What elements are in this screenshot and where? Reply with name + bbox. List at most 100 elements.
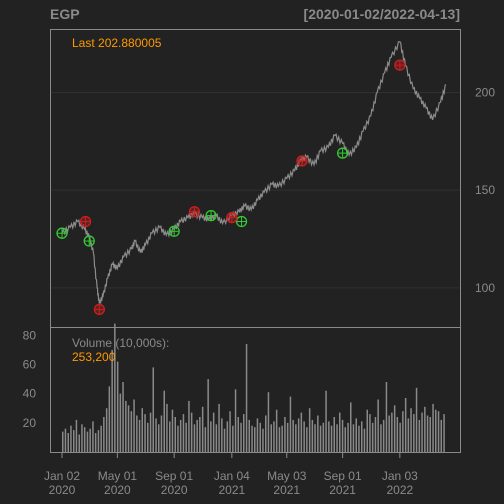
date-tick-label: Sep 01 xyxy=(155,469,193,483)
volume-bar xyxy=(270,424,272,452)
date-tick-year: 2021 xyxy=(273,483,300,497)
volume-bar xyxy=(97,430,100,452)
volume-last-value: 253,200 xyxy=(72,350,116,364)
volume-tick-label: 80 xyxy=(23,328,37,342)
volume-bar xyxy=(366,409,368,452)
volume-bar xyxy=(190,412,193,452)
volume-bar xyxy=(421,412,423,452)
volume-bar xyxy=(265,415,267,452)
volume-bar xyxy=(163,390,165,452)
volume-bar xyxy=(185,422,187,452)
volume-bar xyxy=(410,408,412,452)
volume-bar xyxy=(114,323,116,452)
volume-bar xyxy=(363,428,366,452)
volume-bar xyxy=(207,379,209,452)
volume-bar xyxy=(237,417,239,452)
volume-bar xyxy=(119,393,122,452)
volume-bar xyxy=(292,419,294,452)
volume-bar xyxy=(204,427,207,452)
volume-bar xyxy=(267,392,270,452)
volume-bar xyxy=(171,409,174,452)
date-tick-label: May 01 xyxy=(98,469,138,483)
volume-bar xyxy=(256,418,259,452)
volume-bar xyxy=(92,421,94,452)
volume-bar xyxy=(369,414,371,452)
volume-bar xyxy=(133,399,135,452)
date-tick-year: 2020 xyxy=(104,483,131,497)
volume-bar xyxy=(155,418,157,452)
volume-bar xyxy=(149,412,152,452)
volume-bar xyxy=(215,424,218,452)
volume-bar xyxy=(166,403,168,452)
volume-bar xyxy=(130,411,133,452)
volume-bar xyxy=(325,390,327,452)
volume-bar xyxy=(83,427,86,452)
sell-marker xyxy=(93,303,106,316)
volume-bar xyxy=(380,424,382,452)
volume-bar xyxy=(136,415,138,452)
volume-bar xyxy=(122,382,124,452)
volume-bar xyxy=(402,411,404,452)
price-tick-label: 150 xyxy=(475,183,495,197)
volume-bar xyxy=(81,424,83,452)
volume-bar xyxy=(443,414,445,452)
price-line xyxy=(61,41,447,304)
volume-bar xyxy=(199,417,201,452)
volume-bar xyxy=(432,403,434,452)
volume-bar xyxy=(223,428,226,452)
date-tick-label: May 03 xyxy=(267,469,307,483)
volume-bar xyxy=(218,403,220,452)
volume-bar xyxy=(259,422,261,452)
volume-bar xyxy=(100,425,102,452)
volume-bar xyxy=(352,424,355,452)
buy-marker xyxy=(168,225,180,237)
volume-bar xyxy=(308,408,311,452)
volume-bar xyxy=(385,382,388,452)
volume-bar xyxy=(399,422,401,452)
volume-tick-label: 40 xyxy=(23,387,37,401)
volume-axis-ticks: 20 40 60 80 xyxy=(23,328,37,430)
volume-bar xyxy=(144,414,146,452)
volume-bar xyxy=(212,412,215,452)
volume-bar xyxy=(89,428,91,452)
volume-bar xyxy=(254,427,256,452)
date-tick-year: 2022 xyxy=(386,483,413,497)
volume-bar xyxy=(314,424,316,452)
volume-bar xyxy=(344,427,346,452)
buy-marker xyxy=(56,227,68,239)
volume-bar xyxy=(94,433,97,452)
volume-bar xyxy=(311,419,314,452)
volume-bar xyxy=(355,418,357,452)
volume-bar xyxy=(330,425,333,452)
sell-marker xyxy=(394,59,406,71)
volume-bar xyxy=(105,408,108,452)
volume-bar xyxy=(407,418,410,452)
volume-bar xyxy=(426,415,429,452)
date-tick-label: Jan 04 xyxy=(214,469,250,483)
volume-bar xyxy=(179,419,182,452)
volume-bar xyxy=(240,422,242,452)
buy-marker xyxy=(235,215,248,228)
volume-panel-label: Volume (10,000s): xyxy=(72,336,169,350)
volume-bar xyxy=(393,405,396,452)
volume-bar xyxy=(440,419,442,452)
volume-bar xyxy=(404,398,407,452)
date-tick-year: 2020 xyxy=(49,483,76,497)
volume-bar xyxy=(437,411,440,452)
volume-tick-label: 60 xyxy=(23,357,37,371)
volume-bar xyxy=(201,406,204,452)
volume-bar xyxy=(371,422,374,452)
buy-marker xyxy=(83,235,95,247)
volume-bar xyxy=(188,400,190,452)
volume-bar xyxy=(415,387,418,452)
volume-bar xyxy=(221,418,223,452)
volume-bar xyxy=(229,411,231,452)
volume-bar xyxy=(158,424,160,452)
date-tick-label: Sep 01 xyxy=(324,469,362,483)
volume-bar xyxy=(116,361,119,452)
volume-bar xyxy=(391,412,393,452)
buy-marker xyxy=(336,147,349,159)
volume-bar xyxy=(289,396,292,452)
